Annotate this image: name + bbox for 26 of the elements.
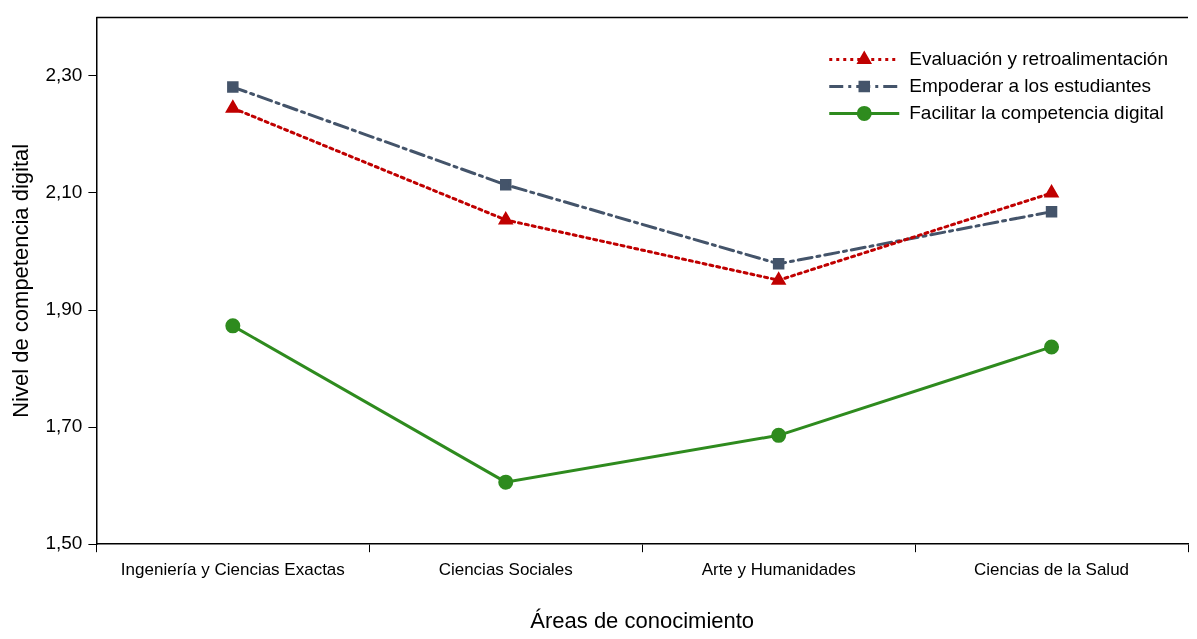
point [227, 81, 239, 93]
point [500, 179, 512, 191]
y-tick-label: 1,90 [45, 298, 83, 320]
y-tick-label: 2,30 [45, 64, 83, 86]
point [225, 318, 241, 334]
point [771, 427, 787, 443]
legend-label: Facilitar la competencia digital [909, 101, 1164, 123]
point [772, 258, 785, 270]
point [771, 272, 786, 285]
point [1045, 205, 1058, 218]
x-tick-label: Ingeniería y Ciencias Exactas [120, 560, 345, 580]
x-tick-label: Ciencias de la Salud [974, 560, 1130, 580]
y-axis-title: Nivel de competencia digital [8, 143, 34, 418]
legend-label: Evaluación y retroalimentación [909, 47, 1168, 69]
point [498, 474, 514, 490]
point [1044, 185, 1059, 198]
y-tick-label: 2,10 [45, 181, 83, 203]
point [226, 100, 240, 113]
point [499, 212, 513, 225]
x-tick-label: Ciencias Sociales [438, 560, 573, 580]
legend-label: Empoderar a los estudiantes [909, 74, 1152, 96]
y-tick-label: 1,50 [45, 532, 83, 554]
y-tick-label: 1,70 [45, 415, 83, 437]
point [1044, 339, 1060, 355]
x-tick-label: Arte y Humanidades [701, 560, 856, 580]
x-axis-title: Áreas de conocimiento [530, 607, 755, 633]
